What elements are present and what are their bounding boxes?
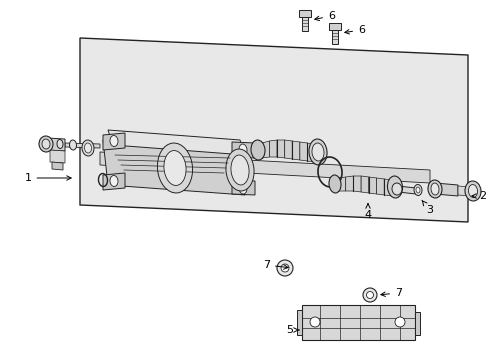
Polygon shape bbox=[307, 143, 314, 162]
Polygon shape bbox=[296, 310, 302, 335]
Ellipse shape bbox=[308, 139, 326, 165]
Text: 3: 3 bbox=[421, 200, 433, 215]
Polygon shape bbox=[277, 140, 284, 158]
Polygon shape bbox=[302, 305, 414, 340]
Polygon shape bbox=[80, 38, 467, 222]
Ellipse shape bbox=[157, 143, 192, 193]
Ellipse shape bbox=[366, 292, 373, 298]
Polygon shape bbox=[269, 140, 277, 157]
Polygon shape bbox=[353, 176, 361, 192]
Ellipse shape bbox=[57, 140, 63, 148]
Polygon shape bbox=[299, 142, 307, 161]
Ellipse shape bbox=[39, 136, 53, 152]
Ellipse shape bbox=[276, 260, 292, 276]
Ellipse shape bbox=[230, 155, 248, 185]
Polygon shape bbox=[302, 17, 307, 31]
Polygon shape bbox=[262, 141, 269, 158]
Polygon shape bbox=[376, 178, 384, 195]
Text: 6: 6 bbox=[314, 11, 334, 21]
Ellipse shape bbox=[394, 317, 404, 327]
Ellipse shape bbox=[281, 264, 288, 272]
Text: 6: 6 bbox=[344, 25, 364, 35]
Polygon shape bbox=[414, 312, 419, 335]
Ellipse shape bbox=[430, 183, 438, 195]
Ellipse shape bbox=[163, 150, 185, 185]
Polygon shape bbox=[337, 177, 345, 191]
Text: 2: 2 bbox=[471, 191, 486, 201]
Ellipse shape bbox=[110, 176, 118, 186]
Ellipse shape bbox=[391, 183, 401, 195]
Ellipse shape bbox=[311, 143, 324, 161]
Ellipse shape bbox=[239, 182, 246, 194]
Ellipse shape bbox=[69, 140, 76, 150]
Ellipse shape bbox=[362, 288, 376, 302]
Text: 7: 7 bbox=[263, 260, 287, 270]
Ellipse shape bbox=[82, 140, 94, 156]
Polygon shape bbox=[361, 176, 368, 193]
Text: 4: 4 bbox=[364, 204, 371, 220]
Ellipse shape bbox=[328, 175, 340, 193]
Ellipse shape bbox=[386, 176, 402, 198]
Polygon shape bbox=[298, 10, 310, 17]
Polygon shape bbox=[292, 141, 299, 160]
Ellipse shape bbox=[84, 143, 91, 153]
Ellipse shape bbox=[42, 139, 50, 149]
Ellipse shape bbox=[413, 185, 421, 195]
Polygon shape bbox=[397, 186, 415, 194]
Polygon shape bbox=[457, 186, 471, 196]
Polygon shape bbox=[100, 152, 429, 183]
Polygon shape bbox=[103, 140, 244, 195]
Polygon shape bbox=[328, 23, 340, 30]
Polygon shape bbox=[231, 142, 254, 158]
Polygon shape bbox=[65, 143, 100, 148]
Ellipse shape bbox=[415, 187, 419, 193]
Ellipse shape bbox=[225, 149, 254, 191]
Polygon shape bbox=[103, 133, 125, 150]
Text: 7: 7 bbox=[380, 288, 401, 298]
Text: 1: 1 bbox=[24, 173, 71, 183]
Polygon shape bbox=[331, 30, 337, 44]
Polygon shape bbox=[47, 138, 65, 151]
Ellipse shape bbox=[464, 181, 480, 201]
Ellipse shape bbox=[427, 180, 441, 198]
Polygon shape bbox=[434, 183, 457, 196]
Polygon shape bbox=[50, 150, 65, 163]
Ellipse shape bbox=[110, 135, 118, 147]
Polygon shape bbox=[108, 130, 244, 155]
Text: 5: 5 bbox=[286, 325, 299, 335]
Polygon shape bbox=[384, 179, 391, 196]
Ellipse shape bbox=[239, 144, 246, 156]
Polygon shape bbox=[231, 180, 254, 195]
Polygon shape bbox=[103, 173, 125, 190]
Ellipse shape bbox=[250, 140, 264, 160]
Polygon shape bbox=[345, 176, 353, 191]
Polygon shape bbox=[52, 162, 63, 170]
Ellipse shape bbox=[309, 317, 319, 327]
Polygon shape bbox=[284, 140, 292, 159]
Polygon shape bbox=[368, 177, 376, 194]
Ellipse shape bbox=[468, 185, 477, 198]
